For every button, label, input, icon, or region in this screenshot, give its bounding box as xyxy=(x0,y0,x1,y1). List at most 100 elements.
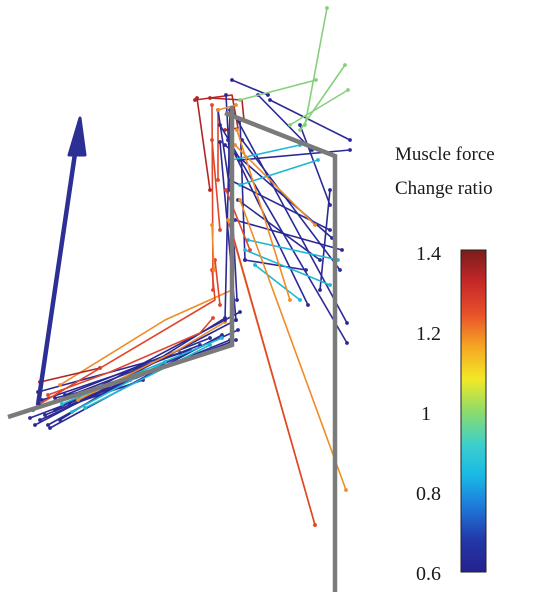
muscle-attachment-point xyxy=(338,268,342,272)
muscle-line xyxy=(211,139,221,231)
muscle-attachment-point xyxy=(224,188,228,192)
muscle-attachment-point xyxy=(220,336,224,340)
muscle-attachment-point xyxy=(46,393,50,397)
muscle-attachment-point xyxy=(60,402,64,406)
muscle-attachment-point xyxy=(318,258,322,262)
muscle-attachment-point xyxy=(236,328,240,332)
muscle-attachment-point xyxy=(345,341,349,345)
colorbar-title-line1: Muscle force xyxy=(395,144,495,165)
muscle-attachment-point xyxy=(208,343,212,347)
muscle-line xyxy=(236,129,291,301)
colorbar-scale xyxy=(460,249,487,573)
muscle-attachment-point xyxy=(304,268,308,272)
muscle-attachment-point xyxy=(38,418,42,422)
muscle-line xyxy=(231,109,348,324)
muscle-attachment-point xyxy=(220,333,224,337)
muscle-line xyxy=(247,239,339,261)
colorbar-title-line2: Change ratio xyxy=(395,178,493,199)
muscle-attachment-point xyxy=(238,310,242,314)
muscle-attachment-point xyxy=(348,148,352,152)
muscle-line xyxy=(241,139,341,271)
colorbar-tick-label: 0.6 xyxy=(416,563,441,585)
muscle-attachment-point xyxy=(46,423,50,427)
muscle-attachment-point xyxy=(163,360,167,364)
muscle-attachment-point xyxy=(303,123,307,127)
muscle-attachment-point xyxy=(313,223,317,227)
muscle-attachment-point xyxy=(216,178,220,182)
muscle-attachment-point xyxy=(313,523,317,527)
colorbar-tick-label: 1 xyxy=(421,403,431,425)
muscle-attachment-point xyxy=(344,488,348,492)
muscle-attachment-point xyxy=(234,318,238,322)
muscle-line xyxy=(257,94,313,151)
muscle-line xyxy=(254,264,301,301)
muscle-line xyxy=(237,199,321,261)
muscle-attachment-point xyxy=(223,318,227,322)
muscle-attachment-point xyxy=(243,258,247,262)
muscle-attachment-point xyxy=(238,198,242,202)
muscle-attachment-point xyxy=(43,413,47,417)
muscle-line xyxy=(217,104,237,111)
colorbar: Muscle force Change ratio 1.4 1.2 1 0.8 … xyxy=(395,144,495,585)
colorbar-tick-label: 1.2 xyxy=(416,323,441,345)
muscle-attachment-point xyxy=(211,288,215,292)
muscle-attachment-point xyxy=(216,108,220,112)
muscle-attachment-point xyxy=(234,338,238,342)
resultant-force-arrow xyxy=(35,116,87,406)
arrow-head xyxy=(67,116,87,157)
muscle-attachment-point xyxy=(235,128,239,132)
muscle-attachment-point xyxy=(266,93,270,97)
muscle-attachment-point xyxy=(218,303,222,307)
muscle-attachment-point xyxy=(328,283,332,287)
muscle-attachment-point xyxy=(226,218,230,222)
muscle-line xyxy=(319,189,331,291)
muscle-attachment-point xyxy=(298,128,302,132)
muscle-attachment-point xyxy=(210,103,214,107)
muscle-attachment-point xyxy=(208,188,212,192)
muscle-line xyxy=(304,7,328,126)
muscle-attachment-point xyxy=(243,248,247,252)
muscle-attachment-point xyxy=(218,140,222,144)
muscle-line xyxy=(231,144,301,161)
colorbar-tick-label: 0.8 xyxy=(416,483,441,505)
muscle-attachment-point xyxy=(325,6,329,10)
muscle-line xyxy=(84,344,211,409)
muscle-line xyxy=(229,224,316,526)
colorbar-tick-label: 1.4 xyxy=(416,243,441,265)
muscle-line xyxy=(299,124,331,206)
muscle-attachment-point xyxy=(70,410,74,414)
muscle-lines xyxy=(28,6,352,527)
muscle-attachment-point xyxy=(33,423,37,427)
muscle-line xyxy=(269,99,351,141)
muscle-attachment-point xyxy=(218,228,222,232)
muscle-line xyxy=(196,97,211,191)
muscle-attachment-point xyxy=(58,383,62,387)
muscle-line xyxy=(299,64,346,131)
muscle-attachment-point xyxy=(28,416,32,420)
muscle-attachment-point xyxy=(212,268,216,272)
muscle-attachment-point xyxy=(208,336,212,340)
muscle-attachment-point xyxy=(298,298,302,302)
muscle-line xyxy=(244,249,331,286)
muscle-attachment-point xyxy=(306,303,310,307)
muscle-attachment-point xyxy=(178,351,182,355)
muscle-attachment-point xyxy=(234,103,238,107)
muscle-attachment-point xyxy=(346,88,350,92)
muscle-attachment-point xyxy=(210,138,214,142)
muscle-line xyxy=(214,259,221,306)
muscle-attachment-point xyxy=(210,223,214,227)
muscle-line xyxy=(211,104,214,291)
muscle-attachment-point xyxy=(340,248,344,252)
muscle-attachment-point xyxy=(328,228,332,232)
muscle-attachment-point xyxy=(318,288,322,292)
muscle-line xyxy=(64,337,211,396)
muscle-attachment-point xyxy=(223,143,227,147)
muscle-attachment-point xyxy=(211,316,215,320)
muscle-line xyxy=(239,149,351,161)
muscle-attachment-point xyxy=(83,406,87,410)
muscle-attachment-point xyxy=(208,96,212,100)
muscle-line xyxy=(59,289,233,386)
muscle-line xyxy=(224,144,333,239)
muscle-attachment-point xyxy=(53,396,57,400)
